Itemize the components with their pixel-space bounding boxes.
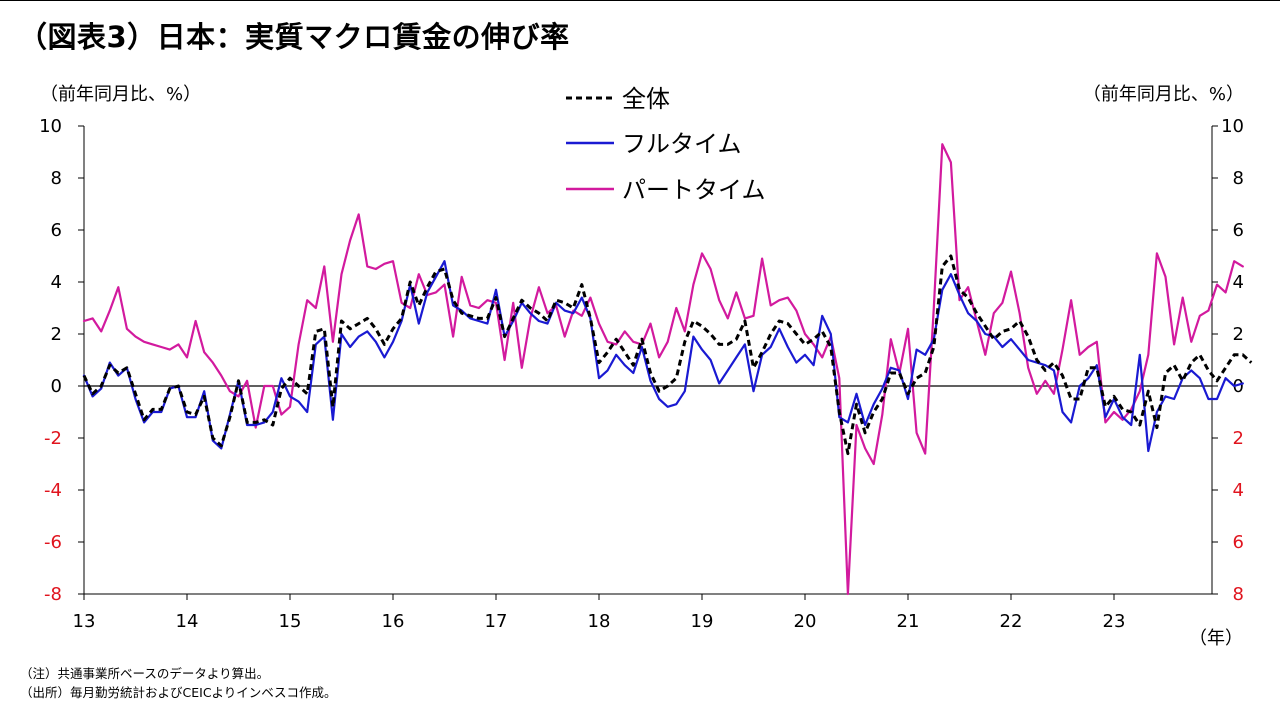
y-tick-label-left: -8: [44, 584, 62, 605]
top-rule: [0, 0, 1280, 1]
y-tick-label-right: 0: [1233, 376, 1244, 397]
x-tick-label: 22: [1000, 611, 1023, 632]
x-tick-label: 16: [382, 611, 405, 632]
y-tick-label-left: -6: [44, 532, 62, 553]
series-line-2: [82, 143, 1244, 596]
y-tick-label-right: 2: [1233, 428, 1244, 449]
y-tick-label-left: 0: [51, 376, 62, 397]
y-tick-label-left: -4: [44, 480, 62, 501]
x-tick-label: 20: [794, 611, 817, 632]
legend-label-0: 全体: [622, 85, 670, 113]
y-tick-label-left: -2: [44, 428, 62, 449]
x-tick-label: 23: [1103, 611, 1126, 632]
y-tick-label-left: 10: [39, 116, 62, 137]
notes: （注）共通事業所ベースのデータより算出。 （出所）毎月勤労統計およびCEICより…: [20, 664, 337, 702]
x-tick-label: 18: [588, 611, 611, 632]
y-tick-label-right: 4: [1233, 480, 1244, 501]
right-axis-unit: （前年同月比、%）: [1082, 84, 1244, 105]
series-layer: [82, 143, 1253, 596]
y-tick-label-right: 6: [1233, 532, 1244, 553]
axes: 10 108 86 64 42 20 0-2 2-4 4-6 6-8 813 14 15 16 17 18 19…: [39, 116, 1244, 649]
x-tick-label: 14: [176, 611, 199, 632]
left-axis-unit: （前年同月比、%）: [40, 84, 202, 105]
series-line-0: [82, 254, 1253, 456]
x-axis-unit: （年）: [1189, 628, 1243, 649]
legend-label-1: フルタイム: [622, 130, 742, 158]
x-tick-label: 15: [279, 611, 302, 632]
page-title: （図表3）日本：実質マクロ賃金の伸び率: [18, 20, 570, 54]
x-tick-label: 17: [485, 611, 508, 632]
legend-label-2: パートタイム: [622, 176, 766, 204]
y-tick-label-right: 2: [1233, 324, 1244, 345]
y-tick-label-right: 10: [1221, 116, 1244, 137]
y-tick-label-left: 4: [51, 272, 62, 293]
x-tick-label: 21: [897, 611, 920, 632]
y-tick-label-right: 4: [1233, 272, 1244, 293]
y-tick-label-left: 8: [51, 168, 62, 189]
y-tick-label-left: 2: [51, 324, 62, 345]
note-line: （注）共通事業所ベースのデータより算出。: [20, 666, 270, 681]
y-tick-label-right: 6: [1233, 220, 1244, 241]
source-line: （出所）毎月勤労統計およびCEICよりインベスコ作成。: [20, 685, 337, 700]
y-tick-label-left: 6: [51, 220, 62, 241]
y-tick-label-right: 8: [1233, 584, 1244, 605]
x-tick-label: 19: [691, 611, 714, 632]
y-tick-label-right: 8: [1233, 168, 1244, 189]
x-tick-label: 13: [73, 611, 96, 632]
